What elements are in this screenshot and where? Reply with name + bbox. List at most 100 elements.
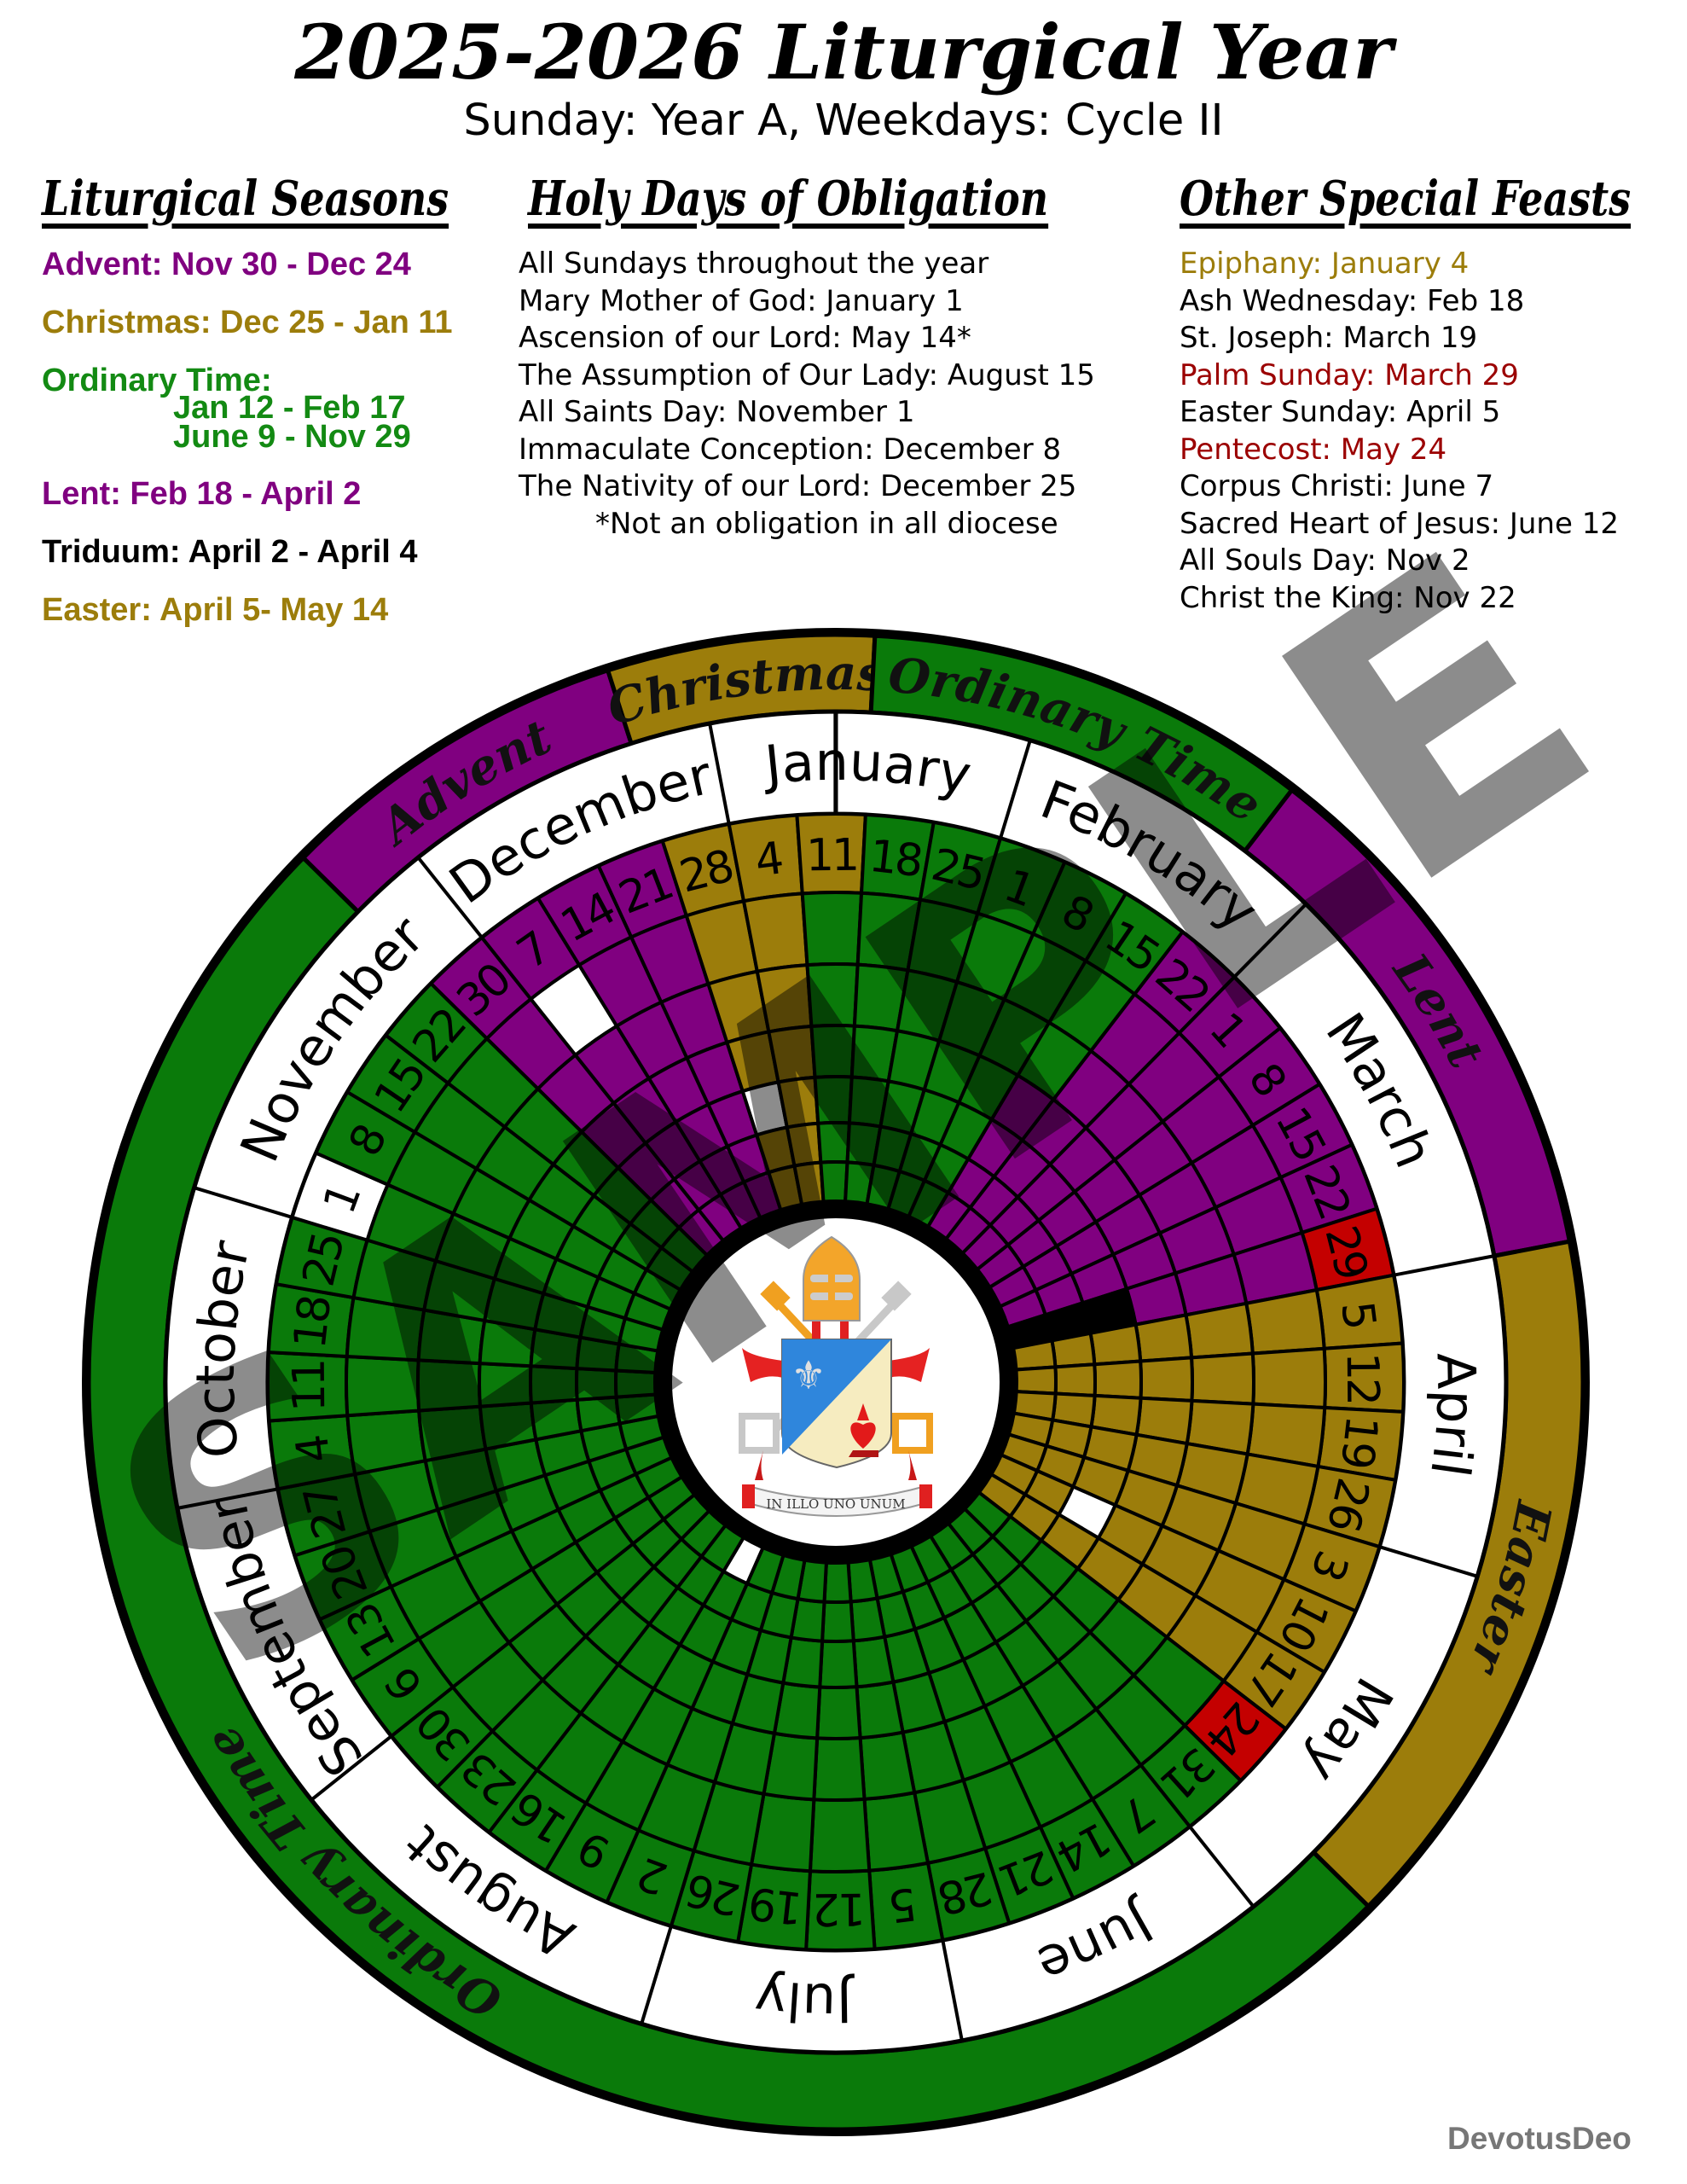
mitre-icon xyxy=(803,1235,861,1341)
month-divider xyxy=(1378,1545,1478,1578)
day-cell xyxy=(818,1639,859,1689)
season-ordinary-range-2: June 9 - Nov 29 xyxy=(173,419,411,455)
feast-item: Corpus Christi: June 7 xyxy=(1180,469,1494,503)
month-divider xyxy=(416,856,484,939)
day-cell xyxy=(1250,1346,1327,1410)
day-cell xyxy=(1014,1365,1058,1396)
month-divider xyxy=(1232,903,1307,979)
sunday-date-label: 25 xyxy=(927,839,988,901)
sunday-date-label: 12 xyxy=(815,1883,867,1934)
cords-icon xyxy=(742,1348,930,1480)
month-label-path: July xyxy=(751,1966,855,2034)
sunday-date-label: 28 xyxy=(935,1861,997,1923)
day-cell xyxy=(815,1685,862,1740)
feast-item: Christ the King: Nov 22 xyxy=(1180,580,1516,615)
season-ordinary-label: Ordinary Time: xyxy=(42,363,272,398)
season-christmas: Christmas: Dec 25 - Jan 11 xyxy=(42,305,453,340)
sunday-date-label: 18 xyxy=(867,831,924,887)
feast-item: Easter Sunday: April 5 xyxy=(1180,395,1501,429)
month-divider xyxy=(194,1186,293,1219)
heart-icon xyxy=(850,1422,876,1449)
sunday-date-label: 27 xyxy=(295,1481,357,1543)
sunday-date-label: 11 xyxy=(284,1361,335,1413)
day-cell xyxy=(1190,1351,1255,1406)
month-divider xyxy=(1188,1825,1255,1908)
holy-days-heading: Holy Days of Obligation xyxy=(528,171,1049,227)
day-cell xyxy=(1133,1313,1194,1363)
motto-text: IN ILLO UNO UNUM xyxy=(766,1496,905,1512)
month-divider xyxy=(708,723,731,825)
sunday-date-label: 25 xyxy=(293,1229,355,1291)
day-cell xyxy=(1139,1356,1194,1403)
feast-item: Pentecost: May 24 xyxy=(1180,432,1447,467)
sunday-date-label: 11 xyxy=(806,830,858,881)
month-divider xyxy=(999,740,1032,839)
shield-icon: ⚜ xyxy=(781,1339,892,1469)
sunday-date-label: 18 xyxy=(285,1294,341,1351)
day-cells xyxy=(266,812,1406,1952)
fleur-de-lis-icon: ⚜ xyxy=(791,1352,826,1398)
day-cell xyxy=(1050,1331,1097,1369)
month-divider xyxy=(177,1487,279,1510)
feast-item: Sacred Heart of Jesus: June 12 xyxy=(1180,506,1619,541)
feasts-list: Epiphany: January 4 Ash Wednesday: Feb 1… xyxy=(1180,246,1619,617)
outer-rim xyxy=(82,628,1590,2136)
holy-day-item: The Nativity of our Lord: December 25 xyxy=(519,469,1077,503)
day-cell xyxy=(1244,1288,1326,1356)
day-cell xyxy=(855,1680,905,1740)
holy-day-item: All Sundays throughout the year xyxy=(519,247,989,281)
season-easter: Easter: April 5- May 14 xyxy=(42,592,389,628)
feasts-heading: Other Special Feasts xyxy=(1180,171,1632,227)
holy-day-item: Ascension of our Lord: May 14* xyxy=(519,321,971,355)
feast-item: Epiphany: January 4 xyxy=(1180,247,1470,281)
month-divider xyxy=(941,1939,964,2042)
month-label: July xyxy=(751,1966,855,2034)
season-triduum: Triduum: April 2 - April 4 xyxy=(42,534,418,570)
day-cell xyxy=(822,1560,853,1604)
holy-days-list: All Sundays throughout the year Mary Mot… xyxy=(519,246,1095,543)
holy-day-item: Mary Mother of God: January 1 xyxy=(519,283,964,318)
day-cell xyxy=(820,1600,855,1643)
day-cell xyxy=(812,1736,867,1802)
sunday-date-label: 19 xyxy=(748,1877,805,1933)
day-cell xyxy=(851,1635,896,1689)
feast-item: Palm Sunday: March 29 xyxy=(1180,357,1519,392)
season-ordinary-range-1: Jan 12 - Feb 17 xyxy=(173,390,406,426)
day-cell xyxy=(1053,1362,1097,1397)
holy-day-item: Immaculate Conception: December 8 xyxy=(519,432,1062,467)
feast-item: Ash Wednesday: Feb 18 xyxy=(1180,283,1525,318)
day-cell xyxy=(1088,1322,1143,1367)
footer-credit: DevotusDeo xyxy=(1447,2121,1632,2156)
sunday-date-label: 29 xyxy=(1314,1221,1377,1283)
month-label: April xyxy=(1418,1352,1487,1481)
day-cell xyxy=(808,1797,872,1873)
feast-item: St. Joseph: March 19 xyxy=(1180,321,1478,355)
day-cell xyxy=(1093,1359,1143,1400)
sunday-date-label: 19 xyxy=(1330,1413,1387,1470)
feast-item: All Souls Day: Nov 2 xyxy=(1180,543,1470,578)
holy-days-footnote: *Not an obligation in all diocese xyxy=(595,506,1058,541)
month-divider xyxy=(640,1925,673,2024)
sunday-date-label: 28 xyxy=(675,841,737,903)
month-divider xyxy=(310,1734,393,1802)
day-cell xyxy=(849,1596,887,1643)
season-lent: Lent: Feb 18 - April 2 xyxy=(42,476,362,512)
season-advent: Advent: Nov 30 - Dec 24 xyxy=(42,247,411,282)
motto-scroll: IN ILLO UNO UNUM xyxy=(742,1484,932,1517)
seasons-heading: Liturgical Seasons xyxy=(42,171,449,227)
month-divider xyxy=(1393,1254,1495,1277)
month-label-path: April xyxy=(1418,1352,1487,1481)
day-cell xyxy=(862,1791,930,1873)
sunday-date-label: 26 xyxy=(683,1863,745,1925)
page-title: 2025-2026 Liturgical Year xyxy=(294,8,1393,96)
sunday-date-label: 26 xyxy=(1317,1473,1378,1535)
holy-day-item: All Saints Day: November 1 xyxy=(519,395,915,429)
page-subtitle: Sunday: Year A, Weekdays: Cycle II xyxy=(463,96,1224,146)
papal-coat-of-arms: ⚜ IN ILLO UNO UNUM xyxy=(739,1235,933,1517)
day-cell xyxy=(858,1730,917,1801)
day-cell xyxy=(1184,1301,1255,1360)
sunday-date-label: 12 xyxy=(1336,1352,1388,1404)
holy-day-item: The Assumption of Our Lady: August 15 xyxy=(519,357,1095,392)
